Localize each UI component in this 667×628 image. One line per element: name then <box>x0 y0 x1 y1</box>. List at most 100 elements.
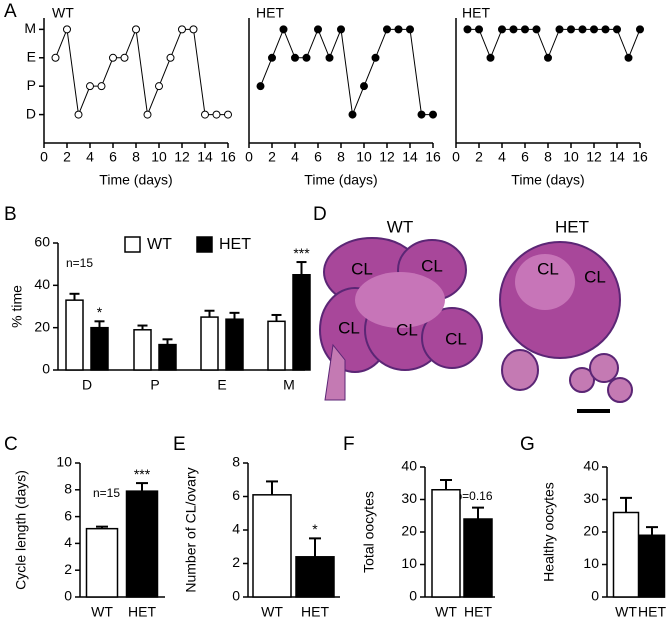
x-tick-label: 16 <box>425 149 441 165</box>
marker <box>360 82 368 91</box>
y-tick-label: M <box>24 20 36 36</box>
y-tick-label: 2 <box>64 561 72 577</box>
x-tick-label: 16 <box>220 149 236 165</box>
y-tick-label: 4 <box>232 521 240 537</box>
marker <box>544 53 552 62</box>
x-tick-label: 2 <box>475 149 483 165</box>
x-tick-label: HET <box>301 604 329 620</box>
x-tick-label: 12 <box>174 149 190 165</box>
x-tick-label: WT <box>615 604 637 620</box>
annotation: *** <box>293 245 310 261</box>
x-tick-label: 8 <box>544 149 552 165</box>
marker <box>486 53 495 62</box>
y-tick-label: 6 <box>232 487 240 503</box>
marker <box>498 25 506 34</box>
bar <box>158 343 177 371</box>
bar <box>431 489 461 598</box>
x-tick-label: 10 <box>563 149 579 165</box>
y-tick-label: 8 <box>64 481 72 497</box>
marker <box>178 25 186 34</box>
line <box>55 27 228 117</box>
marker <box>86 82 94 91</box>
x-tick-label: 8 <box>132 149 140 165</box>
x-tick-label: 16 <box>632 149 648 165</box>
marker <box>555 25 564 34</box>
chart-title: WT <box>52 5 74 21</box>
x-tick-label: 0 <box>452 149 460 165</box>
marker <box>155 82 163 91</box>
bar <box>292 274 311 371</box>
x-tick-label: 6 <box>521 149 529 165</box>
cl-label: CL <box>445 329 467 348</box>
note: n=15 <box>66 256 93 270</box>
cl-label: CL <box>338 318 360 337</box>
marker <box>51 53 60 62</box>
y-axis-label: Total oocytes <box>361 491 377 573</box>
x-tick-label: P <box>150 377 159 393</box>
marker <box>268 53 276 62</box>
y-tick-label: 0 <box>64 588 72 604</box>
marker <box>337 25 345 34</box>
y-axis-label: Healthy oocytes <box>541 482 557 582</box>
marker <box>109 53 117 62</box>
marker <box>475 25 483 34</box>
x-axis-label: Time (days) <box>511 172 584 188</box>
bar <box>612 511 640 598</box>
marker <box>417 110 426 119</box>
y-tick-label: 8 <box>232 454 240 470</box>
x-tick-label: 6 <box>314 149 322 165</box>
marker <box>613 25 621 34</box>
marker <box>463 25 472 34</box>
y-tick-label: 0 <box>409 588 417 604</box>
bar <box>267 320 286 371</box>
y-tick-label: P <box>27 77 36 93</box>
y-tick-label: 20 <box>583 523 599 539</box>
bar <box>133 329 152 371</box>
x-tick-label: WT <box>435 604 457 620</box>
y-tick-label: D <box>26 105 36 121</box>
y-tick-label: 10 <box>583 555 599 571</box>
x-tick-label: HET <box>464 604 492 620</box>
panel-letter: F <box>343 434 355 455</box>
panel-letter: D <box>313 204 327 225</box>
marker <box>567 25 575 34</box>
marker <box>97 82 106 91</box>
annotation: *** <box>134 466 151 482</box>
line <box>260 27 433 117</box>
x-tick-label: 2 <box>268 149 276 165</box>
x-tick-label: 12 <box>586 149 602 165</box>
x-tick-label: 14 <box>197 149 213 165</box>
x-tick-label: M <box>283 377 295 393</box>
marker <box>636 25 644 34</box>
cl-label: CL <box>396 320 418 339</box>
bar <box>225 318 244 371</box>
legend-label: WT <box>147 236 172 253</box>
y-tick-label: 0 <box>232 588 240 604</box>
x-tick-label: WT <box>91 604 113 620</box>
x-tick-label: 2 <box>63 149 71 165</box>
marker <box>291 53 299 62</box>
y-axis-label: Cycle length (days) <box>13 470 29 590</box>
y-tick-label: 10 <box>56 454 72 470</box>
marker <box>429 110 437 119</box>
cl-label: CL <box>351 259 373 278</box>
marker <box>189 25 198 34</box>
histology-image <box>319 237 633 413</box>
x-tick-label: 4 <box>86 149 94 165</box>
y-tick-label: E <box>27 48 36 64</box>
wt-ovary <box>319 237 483 401</box>
marker <box>279 25 288 34</box>
bar <box>125 490 159 598</box>
panel-letter: C <box>4 434 18 455</box>
x-tick-label: E <box>217 377 226 393</box>
marker <box>302 53 311 62</box>
legend-label: HET <box>219 236 251 253</box>
x-tick-label: 8 <box>337 149 345 165</box>
y-tick-label: 60 <box>34 234 50 250</box>
marker <box>166 53 175 62</box>
note: p=0.16 <box>455 489 492 503</box>
y-tick-label: 6 <box>64 507 72 523</box>
y-tick-label: 10 <box>401 555 417 571</box>
line <box>467 28 641 60</box>
bar <box>463 518 493 598</box>
